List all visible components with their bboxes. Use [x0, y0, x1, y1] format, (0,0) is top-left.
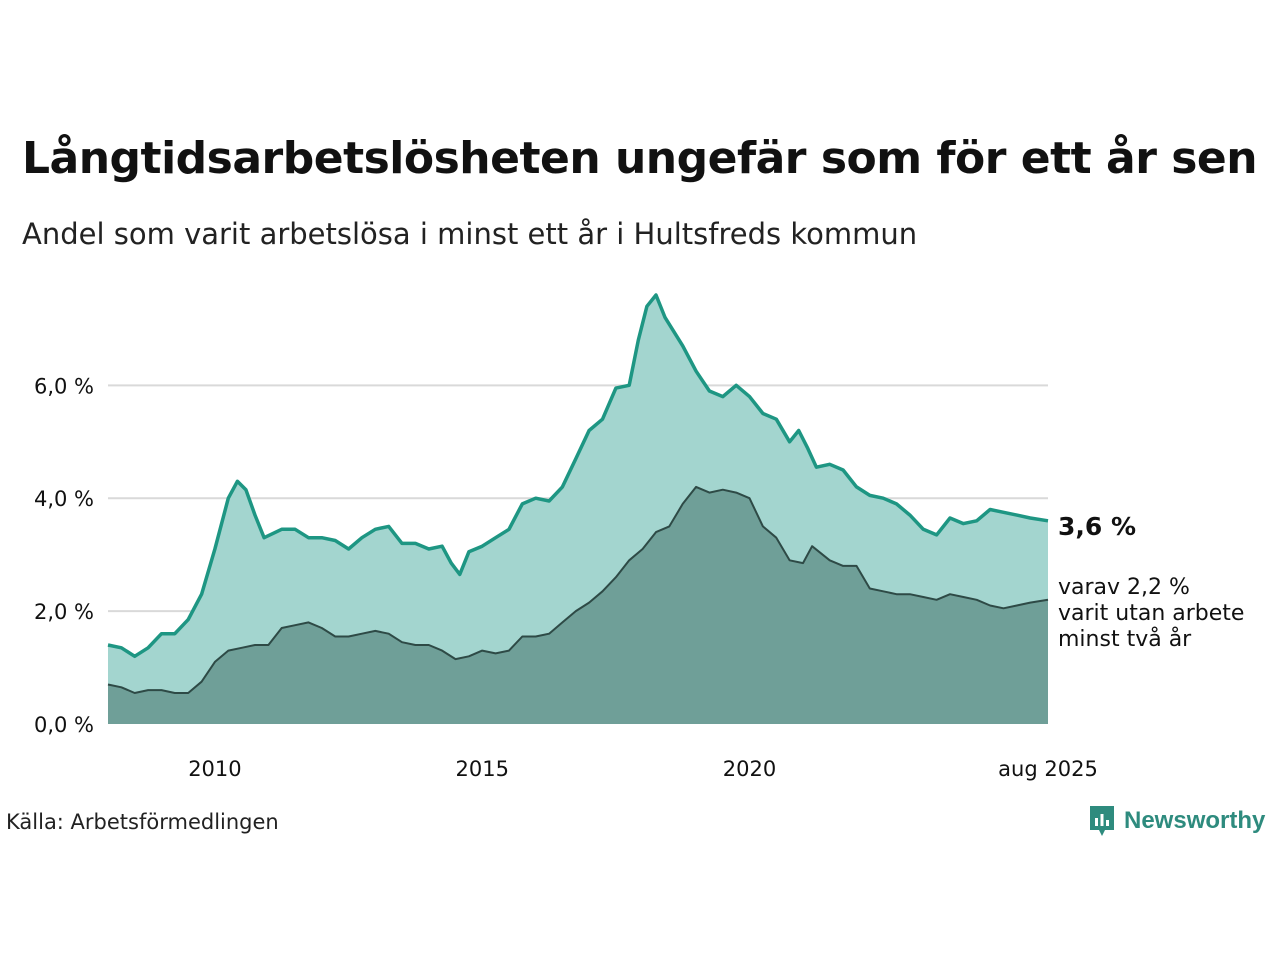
newsworthy-logo-icon: [1090, 806, 1114, 836]
y-tick-label: 2,0 %: [34, 600, 94, 624]
y-tick-label: 6,0 %: [34, 374, 94, 398]
x-tick-label: 2020: [723, 757, 776, 781]
y-tick-label: 0,0 %: [34, 713, 94, 737]
annotation-line: minst två år: [1058, 626, 1192, 652]
last-value-label: 3,6 %: [1058, 512, 1136, 541]
inner-series-line: [107, 485, 1049, 694]
chart-subtitle: Andel som varit arbetslösa i minst ett å…: [22, 217, 918, 251]
chart-title: Långtidsarbetslösheten ungefär som för e…: [22, 133, 1258, 184]
source-note: Källa: Arbetsförmedlingen: [6, 810, 279, 834]
axis-layer: 0,0 % 2,0 % 4,0 % 6,0 % 2010 2015 2020 aug 2025: [34, 374, 1098, 781]
x-tick-label: 2010: [188, 757, 241, 781]
annotation-text: varav 2,2 % varit utan arbete minst två …: [1058, 575, 1244, 652]
x-tick-label: aug 2025: [998, 757, 1098, 781]
x-tick-label: 2015: [455, 757, 508, 781]
outer-series-line: [107, 293, 1049, 659]
brand-name: Newsworthy: [1124, 807, 1266, 834]
annotation-line: varav 2,2 %: [1058, 575, 1190, 600]
y-tick-label: 4,0 %: [34, 487, 94, 511]
brand-logo: Newsworthy: [1088, 804, 1265, 838]
inner-area-series: [108, 486, 1048, 724]
annotation-line: varit utan arbete: [1058, 601, 1244, 626]
